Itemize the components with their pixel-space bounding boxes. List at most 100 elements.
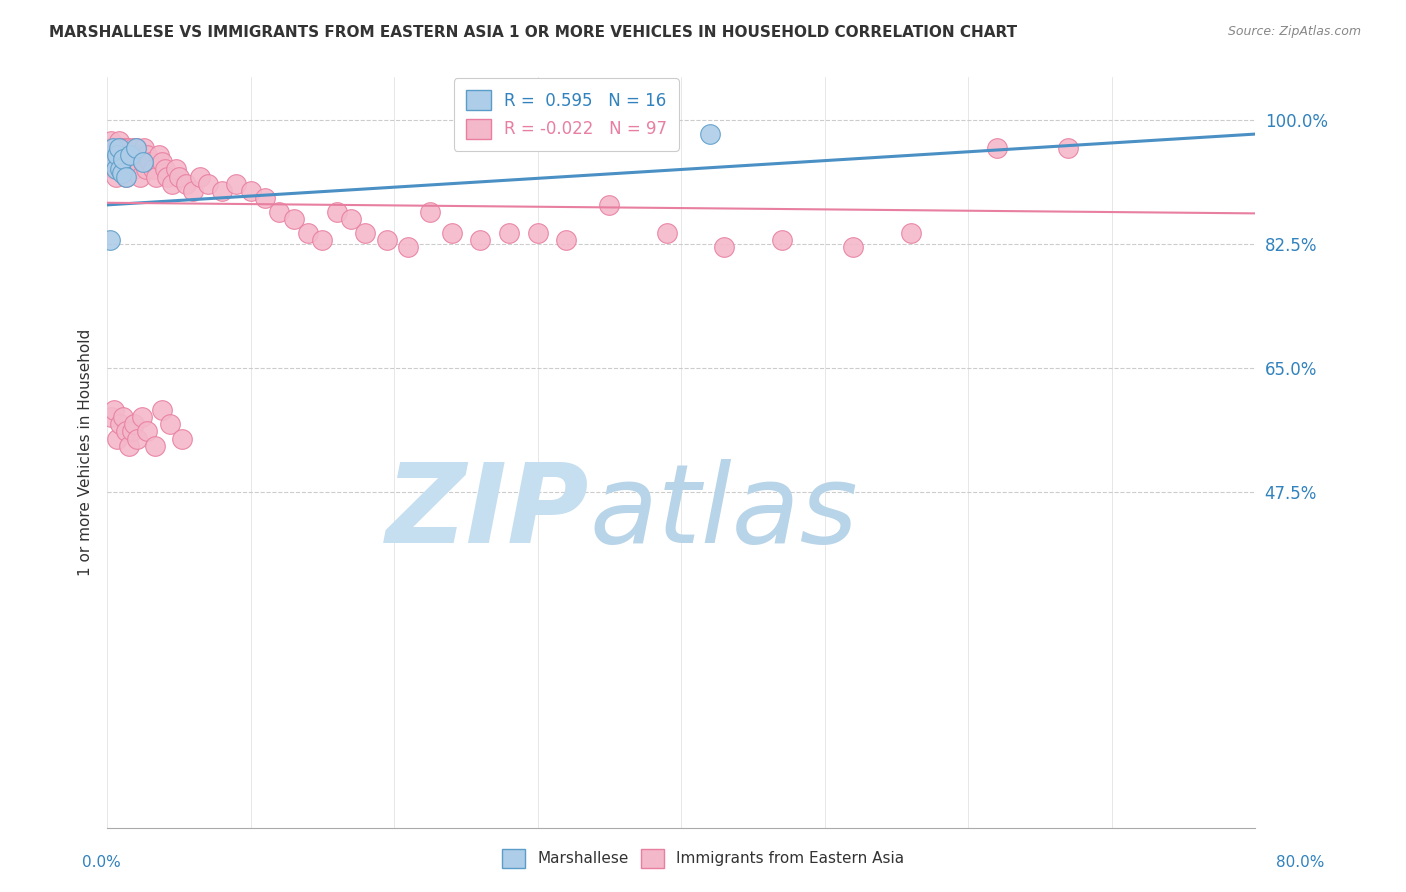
Point [136, 148, 159, 162]
Point [104, 155, 127, 169]
Point [110, 166, 132, 180]
Text: 80.0%: 80.0% [1277, 855, 1324, 870]
Point [103, 403, 125, 417]
Point [986, 141, 1008, 155]
Point [107, 155, 129, 169]
Point [105, 148, 128, 162]
Point [470, 233, 492, 247]
Point [135, 162, 157, 177]
Point [150, 403, 173, 417]
Legend: R =  0.595   N = 16, R = -0.022   N = 97: R = 0.595 N = 16, R = -0.022 N = 97 [454, 78, 679, 151]
Point [283, 212, 305, 227]
Legend: Marshallese, Immigrants from Eastern Asia: Marshallese, Immigrants from Eastern Asi… [496, 843, 910, 873]
Point [122, 148, 145, 162]
Point [555, 233, 578, 247]
Point [165, 162, 187, 177]
Point [111, 152, 134, 166]
Point [103, 162, 125, 177]
Point [104, 169, 127, 184]
Point [239, 184, 262, 198]
Point [103, 155, 125, 169]
Point [211, 184, 233, 198]
Point [129, 169, 152, 184]
Text: Source: ZipAtlas.com: Source: ZipAtlas.com [1227, 25, 1361, 38]
Point [770, 233, 793, 247]
Point [108, 417, 131, 432]
Point [121, 155, 143, 169]
Point [131, 410, 153, 425]
Y-axis label: 1 or more Vehicles in Household: 1 or more Vehicles in Household [79, 329, 93, 576]
Point [440, 226, 463, 240]
Point [159, 417, 181, 432]
Point [122, 141, 145, 155]
Point [124, 162, 146, 177]
Point [128, 148, 150, 162]
Point [108, 141, 131, 155]
Text: MARSHALLESE VS IMMIGRANTS FROM EASTERN ASIA 1 OR MORE VEHICLES IN HOUSEHOLD CORR: MARSHALLESE VS IMMIGRANTS FROM EASTERN A… [49, 25, 1018, 40]
Point [101, 155, 124, 169]
Point [118, 439, 141, 453]
Point [108, 162, 131, 177]
Point [145, 169, 167, 184]
Point [104, 162, 127, 177]
Point [110, 148, 132, 162]
Point [419, 205, 441, 219]
Point [100, 148, 122, 162]
Text: ZIP: ZIP [385, 459, 589, 566]
Point [160, 177, 183, 191]
Point [181, 184, 204, 198]
Point [174, 177, 197, 191]
Point [105, 141, 128, 155]
Point [156, 169, 179, 184]
Point [108, 162, 131, 177]
Point [713, 240, 735, 254]
Point [98, 141, 121, 155]
Point [114, 169, 136, 184]
Point [132, 155, 155, 169]
Point [598, 134, 620, 148]
Point [98, 233, 121, 247]
Point [139, 155, 162, 169]
Point [105, 432, 128, 446]
Point [120, 148, 142, 162]
Point [124, 417, 146, 432]
Point [143, 439, 166, 453]
Point [127, 141, 149, 155]
Point [132, 155, 155, 169]
Point [107, 134, 129, 148]
Point [655, 226, 678, 240]
Point [354, 226, 377, 240]
Point [121, 425, 143, 439]
Point [112, 148, 135, 162]
Point [225, 177, 247, 191]
Point [190, 169, 212, 184]
Point [117, 148, 139, 162]
Point [1057, 141, 1080, 155]
Point [118, 141, 141, 155]
Point [167, 169, 190, 184]
Point [170, 432, 193, 446]
Point [100, 134, 122, 148]
Point [114, 169, 136, 184]
Point [197, 177, 219, 191]
Point [114, 141, 136, 155]
Point [114, 425, 136, 439]
Point [100, 410, 122, 425]
Point [127, 432, 149, 446]
Text: 0.0%: 0.0% [82, 855, 121, 870]
Point [125, 141, 148, 155]
Point [107, 141, 129, 155]
Point [110, 155, 132, 169]
Point [101, 141, 124, 155]
Point [111, 162, 134, 177]
Point [111, 141, 134, 155]
Point [134, 141, 156, 155]
Point [125, 155, 148, 169]
Point [648, 127, 671, 141]
Point [103, 148, 125, 162]
Point [118, 155, 141, 169]
Point [101, 141, 124, 155]
Point [153, 162, 176, 177]
Point [150, 155, 173, 169]
Point [398, 240, 420, 254]
